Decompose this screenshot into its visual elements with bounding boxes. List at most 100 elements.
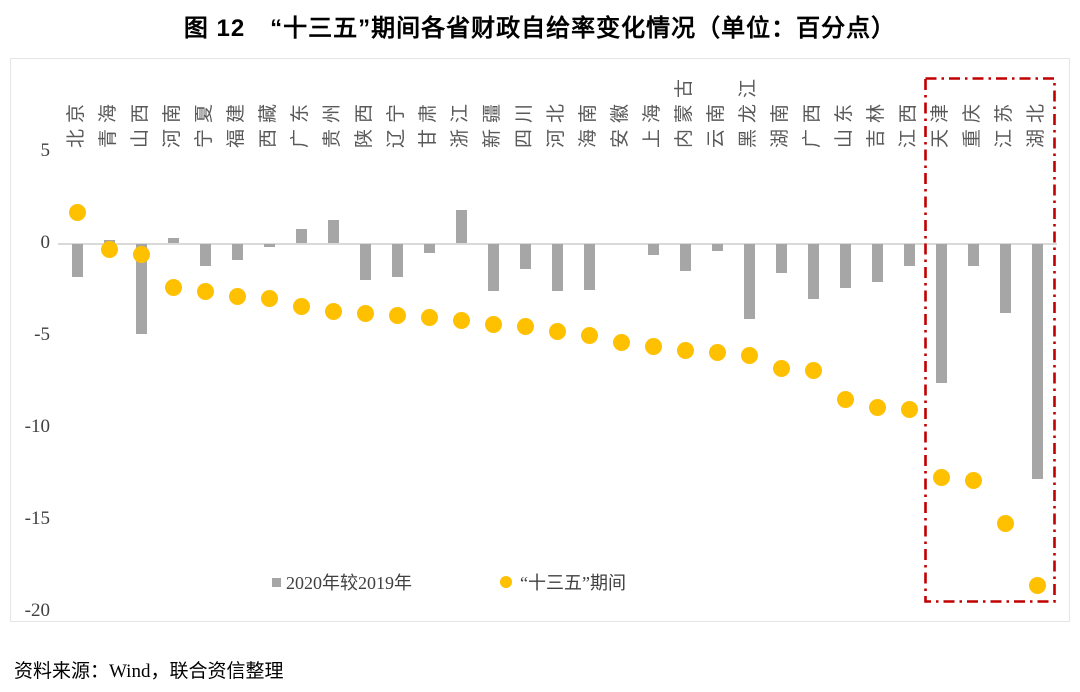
dot-安徽	[612, 334, 630, 352]
chart-title: 图 12 “十三五”期间各省财政自给率变化情况（单位：百分点）	[183, 15, 897, 42]
chart-frame	[10, 58, 1070, 622]
bar-series-swatch-icon	[272, 577, 281, 587]
x-axis-label-辽宁: 辽宁	[386, 97, 407, 148]
dot-甘肃	[420, 308, 438, 326]
dot-河北	[548, 323, 566, 341]
dot-青海	[100, 240, 118, 258]
dot-内蒙古	[676, 341, 694, 359]
bar-四川	[519, 243, 531, 270]
bar-山东	[839, 243, 851, 288]
x-axis-label-青海: 青海	[98, 97, 119, 148]
highlight-box-border	[924, 77, 1056, 603]
y-axis-tick-label: -10	[24, 415, 50, 437]
dot-湖北	[1028, 577, 1046, 595]
bar-河南	[167, 237, 179, 244]
bar-浙江	[455, 210, 467, 244]
dot-广东	[292, 297, 310, 315]
x-axis-label-内蒙古: 内蒙古	[674, 72, 695, 148]
bar-云南	[711, 243, 723, 251]
x-axis-label-安徽: 安徽	[610, 97, 631, 148]
dot-上海	[644, 338, 662, 356]
dot-山西	[132, 246, 150, 264]
bar-贵州	[327, 219, 339, 244]
x-axis-label-山东: 山东	[834, 97, 855, 148]
x-axis-label-福建: 福建	[226, 97, 247, 148]
legend-item-bar-series: 2020年较2019年	[272, 569, 412, 595]
x-axis-label-广西: 广西	[802, 97, 823, 148]
x-axis-label-西藏: 西藏	[258, 97, 279, 148]
dot-河南	[164, 279, 182, 297]
dot-新疆	[484, 315, 502, 333]
bar-河北	[551, 243, 563, 292]
x-axis-label-北京: 北京	[66, 97, 87, 148]
dot-山东	[836, 391, 854, 409]
legend-bar-series-label: 2020年较2019年	[286, 573, 412, 593]
x-axis-label-海南: 海南	[578, 97, 599, 148]
x-axis-label-贵州: 贵州	[322, 97, 343, 148]
x-axis-label-河南: 河南	[162, 97, 183, 148]
bar-江西	[903, 243, 915, 266]
bar-江苏	[999, 243, 1011, 314]
bar-黑龙江	[743, 243, 755, 319]
bar-山西	[135, 243, 147, 334]
y-axis-tick-label: -5	[34, 323, 50, 345]
dot-重庆	[964, 472, 982, 490]
bar-海南	[583, 243, 595, 290]
x-axis-label-上海: 上海	[642, 97, 663, 148]
x-axis-label-陕西: 陕西	[354, 97, 375, 148]
y-axis-tick-label: 5	[40, 139, 51, 161]
dot-天津	[932, 468, 950, 486]
dot-宁夏	[196, 282, 214, 300]
dot-西藏	[260, 290, 278, 308]
dot-陕西	[356, 304, 374, 322]
bar-湖北	[1031, 243, 1043, 480]
bar-湖南	[775, 243, 787, 273]
x-axis-label-云南: 云南	[706, 97, 727, 148]
y-axis-tick-label: -15	[24, 507, 50, 529]
dot-辽宁	[388, 306, 406, 324]
dot-福建	[228, 288, 246, 306]
bar-新疆	[487, 243, 499, 292]
dot-云南	[708, 343, 726, 361]
x-axis-label-四川: 四川	[514, 97, 535, 148]
dot-江苏	[996, 514, 1014, 532]
bar-广东	[295, 228, 307, 244]
bar-天津	[935, 243, 947, 384]
dot-吉林	[868, 398, 886, 416]
x-axis-label-宁夏: 宁夏	[194, 97, 215, 148]
bar-北京	[71, 243, 83, 277]
dot-北京	[68, 203, 86, 221]
bar-内蒙古	[679, 243, 691, 272]
legend-dot-series-label: “十三五”期间	[520, 573, 626, 593]
source-note: 资料来源：Wind，联合资信整理	[14, 661, 284, 682]
legend-item-dot-series: “十三五”期间	[500, 569, 626, 595]
dot-江西	[900, 400, 918, 418]
dot-四川	[516, 317, 534, 335]
x-axis-label-湖南: 湖南	[770, 97, 791, 148]
legend: 2020年较2019年 “十三五”期间	[272, 569, 626, 595]
bar-宁夏	[199, 243, 211, 266]
bar-西藏	[263, 243, 275, 248]
dot-浙江	[452, 312, 470, 330]
dot-广西	[804, 361, 822, 379]
x-axis-label-河北: 河北	[546, 97, 567, 148]
bar-福建	[231, 243, 243, 261]
bar-吉林	[871, 243, 883, 283]
y-axis-tick-label: 0	[40, 231, 51, 253]
y-axis-tick-label: -20	[24, 599, 50, 621]
x-axis-label-黑龙江: 黑龙江	[738, 72, 759, 148]
dot-贵州	[324, 303, 342, 321]
x-axis-label-江西: 江西	[898, 97, 919, 148]
x-axis-label-山西: 山西	[130, 97, 151, 148]
x-axis-label-新疆: 新疆	[482, 97, 503, 148]
bar-甘肃	[423, 243, 435, 253]
bar-上海	[647, 243, 659, 255]
bar-辽宁	[391, 243, 403, 277]
highlight-box	[924, 77, 1056, 603]
dot-黑龙江	[740, 347, 758, 365]
bar-广西	[807, 243, 819, 299]
x-axis-label-吉林: 吉林	[866, 97, 887, 148]
dot-series-swatch-icon	[500, 576, 512, 588]
